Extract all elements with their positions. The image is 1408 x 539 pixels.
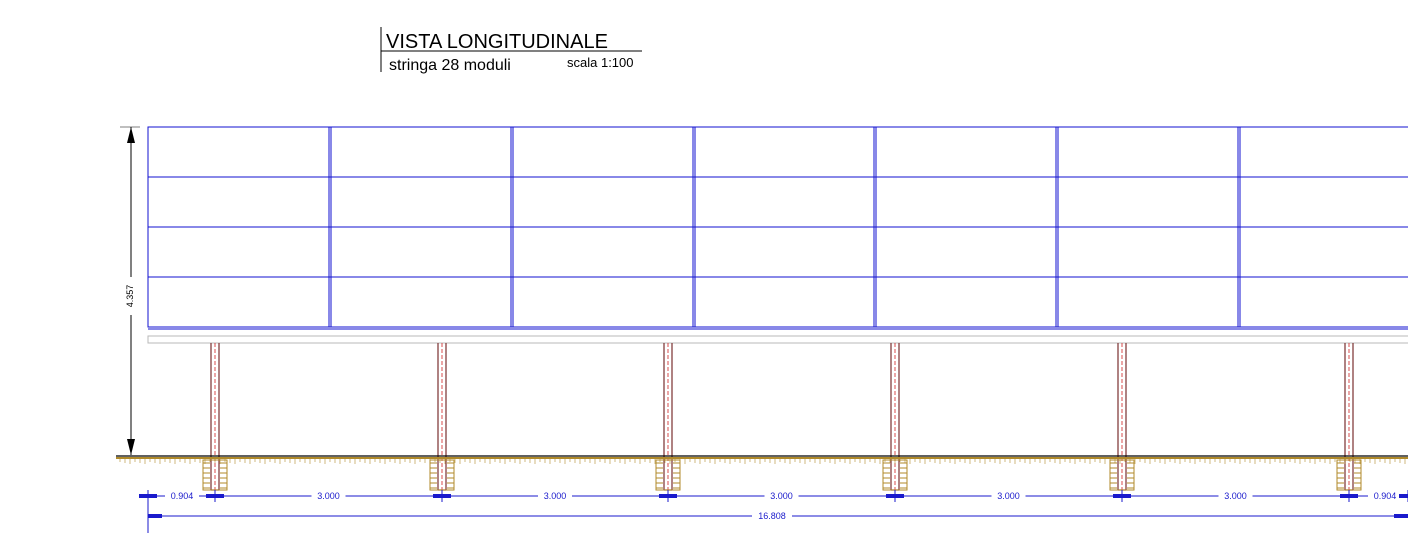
- pv-module: [1237, 176, 1408, 228]
- pv-module: [147, 226, 330, 278]
- height-dimension: 4.357: [120, 126, 140, 455]
- pv-module: [328, 226, 512, 278]
- pv-module: [692, 176, 875, 228]
- view-title: VISTA LONGITUDINALE: [386, 31, 608, 53]
- support-post: [655, 343, 681, 500]
- title-block: VISTA LONGITUDINALE stringa 28 moduli sc…: [380, 27, 642, 74]
- pv-module: [1055, 176, 1239, 228]
- pv-module: [1055, 126, 1239, 178]
- pv-module: [1237, 226, 1408, 278]
- dim-end-left-label: 0.904: [171, 491, 194, 501]
- dim-span-5-label: 3.000: [1224, 491, 1247, 501]
- pv-module: [873, 226, 1057, 278]
- pv-module: [510, 226, 694, 278]
- support-post: [1336, 343, 1362, 500]
- pv-module: [692, 226, 875, 278]
- support-post: [1109, 343, 1135, 500]
- pv-module-array: [147, 126, 1408, 330]
- pv-module: [1055, 276, 1239, 328]
- support-posts: [202, 343, 1362, 500]
- support-post: [202, 343, 228, 500]
- foundation-hatch: [1336, 459, 1362, 491]
- pv-module: [510, 126, 694, 178]
- height-label: 4.357: [125, 285, 135, 308]
- pv-module: [1055, 226, 1239, 278]
- pv-module: [147, 176, 330, 228]
- pv-module: [328, 126, 512, 178]
- pv-module: [873, 176, 1057, 228]
- pv-module: [147, 276, 330, 328]
- pv-module: [873, 276, 1057, 328]
- support-rail: [147, 335, 1408, 344]
- dim-span-4-label: 3.000: [997, 491, 1020, 501]
- pv-module: [873, 126, 1057, 178]
- dimension-chain: 0.904 3.000 3.000 3.000 3.000 3.000 0.904 16.8…: [139, 490, 1408, 533]
- pv-module: [1237, 126, 1408, 178]
- pv-module: [510, 176, 694, 228]
- dim-span-2-label: 3.000: [544, 491, 567, 501]
- dim-span-3-label: 3.000: [770, 491, 793, 501]
- view-subtitle: stringa 28 moduli: [389, 57, 511, 74]
- dim-total-label: 16.808: [758, 511, 786, 521]
- pv-module: [692, 276, 875, 328]
- pv-module: [692, 126, 875, 178]
- scale-label: scala 1:100: [567, 55, 634, 70]
- pv-module: [328, 276, 512, 328]
- support-post: [882, 343, 908, 500]
- pv-module: [1237, 276, 1408, 328]
- dim-span-1-label: 3.000: [317, 491, 340, 501]
- ground-line: [116, 455, 1408, 464]
- pv-module: [510, 276, 694, 328]
- support-post: [429, 343, 455, 500]
- pv-module: [147, 126, 330, 178]
- dim-end-right-label: 0.904: [1374, 491, 1397, 501]
- pv-module: [328, 176, 512, 228]
